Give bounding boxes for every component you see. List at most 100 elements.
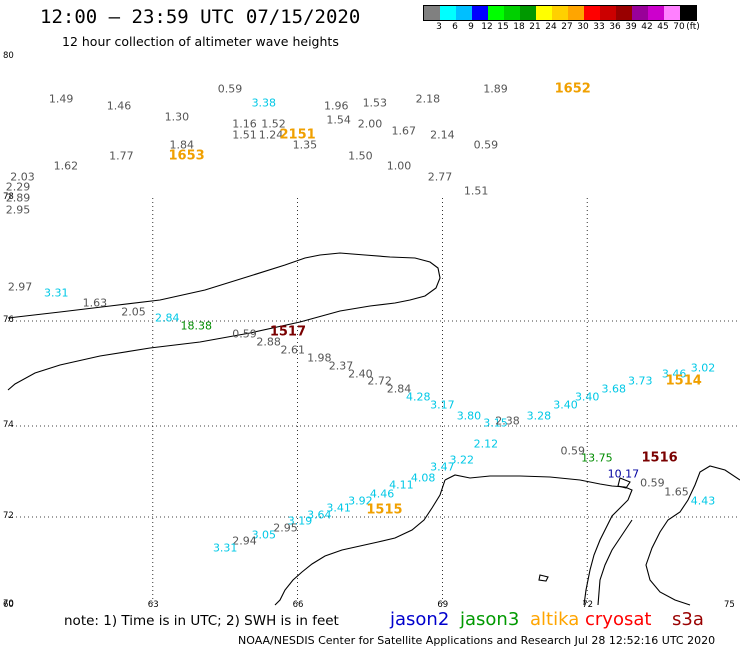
wave-height-value: 0.59 — [217, 82, 243, 96]
bay-shore — [597, 519, 633, 606]
wave-height-value: 2.14 — [430, 128, 455, 142]
novaya-zemlya-north-coast — [7, 252, 441, 391]
wave-height-value: 1.98 — [307, 351, 332, 365]
wave-height-value: 1.62 — [53, 159, 79, 173]
wave-height-value: 3.73 — [628, 374, 653, 388]
pass-time-tag: 1517 — [269, 324, 307, 339]
wave-height-value: 1.51 — [232, 128, 257, 142]
wave-height-value: 2.03 — [10, 170, 35, 184]
wave-height-value: 0.59 — [640, 476, 665, 490]
wave-height-value: 1.35 — [292, 138, 318, 152]
color-swatch — [552, 6, 568, 20]
color-swatch — [472, 6, 488, 20]
lon-label: 66 — [292, 600, 304, 610]
color-scale-label: 6 — [452, 22, 458, 32]
color-swatch — [440, 6, 456, 20]
wave-height-value: 2.40 — [348, 367, 373, 380]
satellite-legend-item: jason2 — [390, 609, 450, 630]
wave-height-value: 3.41 — [326, 501, 351, 515]
color-scale-label: 36 — [609, 22, 621, 32]
wave-height-value: 10.17 — [607, 467, 640, 481]
satellite-legend-item: jason3 — [460, 609, 520, 630]
map-title: 12:00 – 23:59 UTC 07/15/2020 — [40, 6, 361, 28]
coastline — [7, 252, 740, 606]
color-scale-label: 45 — [657, 22, 669, 32]
pass-time-tag: 1516 — [641, 450, 678, 466]
wave-height-value: 1.52 — [261, 117, 286, 131]
color-scale-label: 24 — [545, 22, 557, 32]
wave-height-value: 3.47 — [430, 460, 455, 474]
wave-height-value: 2.89 — [5, 191, 31, 205]
wave-height-value: 1.77 — [109, 149, 134, 163]
color-swatch — [456, 6, 472, 20]
wave-height-value: 2.84 — [155, 311, 180, 325]
wave-height-value: 2.05 — [121, 305, 146, 319]
color-swatch — [664, 6, 680, 20]
wave-height-value: 1.24 — [258, 128, 284, 142]
wave-height-value: 2.37 — [328, 359, 354, 373]
color-swatch — [680, 6, 696, 20]
wave-height-value: 1.96 — [323, 99, 349, 113]
wave-height-value: 2.72 — [367, 374, 392, 388]
wave-height-value: 1.54 — [326, 113, 351, 127]
color-swatch — [568, 6, 584, 20]
color-swatch — [616, 6, 632, 20]
color-swatch — [520, 6, 536, 20]
wave-height-value: 0.59 — [473, 138, 499, 152]
wave-height-value: 4.08 — [410, 471, 436, 485]
map-subtitle: 12 hour collection of altimeter wave hei… — [62, 34, 339, 49]
wave-height-value: 1.16 — [232, 117, 257, 131]
lon-label: 72 — [582, 600, 594, 610]
color-scale-label: 15 — [497, 22, 509, 32]
wave-height-value: 2.94 — [232, 534, 257, 548]
wave-height-value: 1.30 — [164, 110, 190, 124]
wave-height-value: 1.51 — [463, 184, 489, 198]
wave-height-value: 2.77 — [427, 170, 453, 184]
wave-height-value: 1.67 — [391, 124, 417, 138]
wave-height-value: 1.65 — [664, 485, 689, 499]
wave-height-value: 3.02 — [690, 361, 716, 375]
gydan-peninsula-coast — [645, 465, 740, 606]
satellite-legend-item: altika — [530, 609, 580, 630]
color-scale-label: 3 — [436, 22, 442, 32]
kara-sea-south-coast — [274, 479, 446, 606]
color-scale-label: 39 — [625, 22, 637, 32]
island-small-2 — [538, 574, 549, 582]
wave-height-value: 2.38 — [495, 414, 520, 428]
color-swatch — [536, 6, 552, 20]
wave-height-value: 2.12 — [473, 437, 499, 451]
lat-label: 78 — [3, 192, 14, 202]
color-scale-label: 18 — [513, 22, 525, 32]
footer-note: note: 1) Time is in UTC; 2) SWH is in fe… — [64, 613, 339, 629]
wave-height-value: 3.19 — [287, 514, 313, 528]
island-small — [617, 477, 631, 489]
wave-height-value: 2.88 — [256, 335, 281, 349]
pass-time-tag: 2151 — [279, 127, 316, 143]
wave-height-value: 3.31 — [212, 541, 238, 555]
color-swatch — [648, 6, 664, 20]
lon-label: 69 — [437, 600, 449, 610]
lat-label: 74 — [3, 420, 14, 430]
wave-height-value: 3.92 — [348, 494, 373, 508]
wave-height-value: 1.63 — [82, 296, 108, 310]
lon-label: 63 — [147, 600, 159, 610]
color-swatch — [584, 6, 600, 20]
color-scale-label: 27 — [561, 22, 573, 32]
wave-height-value: 3.22 — [449, 453, 474, 467]
wave-height-value: 1.49 — [48, 92, 74, 106]
pass-time-tag: 1515 — [366, 502, 403, 518]
color-scale-bar — [423, 5, 697, 21]
wave-height-value: 2.61 — [280, 343, 306, 357]
wave-height-value: 1.84 — [169, 138, 195, 152]
wave-height-value: 3.68 — [601, 382, 626, 396]
color-scale-label: 33 — [593, 22, 605, 32]
color-swatch — [600, 6, 616, 20]
color-scale-label: 9 — [468, 22, 474, 32]
pass-time-tag: 1653 — [168, 148, 205, 164]
color-scale-label: 30 — [577, 22, 589, 32]
wave-height-value: 2.97 — [7, 280, 33, 294]
wave-height-value: 1.00 — [386, 159, 412, 173]
lat-label: 80 — [3, 51, 14, 61]
